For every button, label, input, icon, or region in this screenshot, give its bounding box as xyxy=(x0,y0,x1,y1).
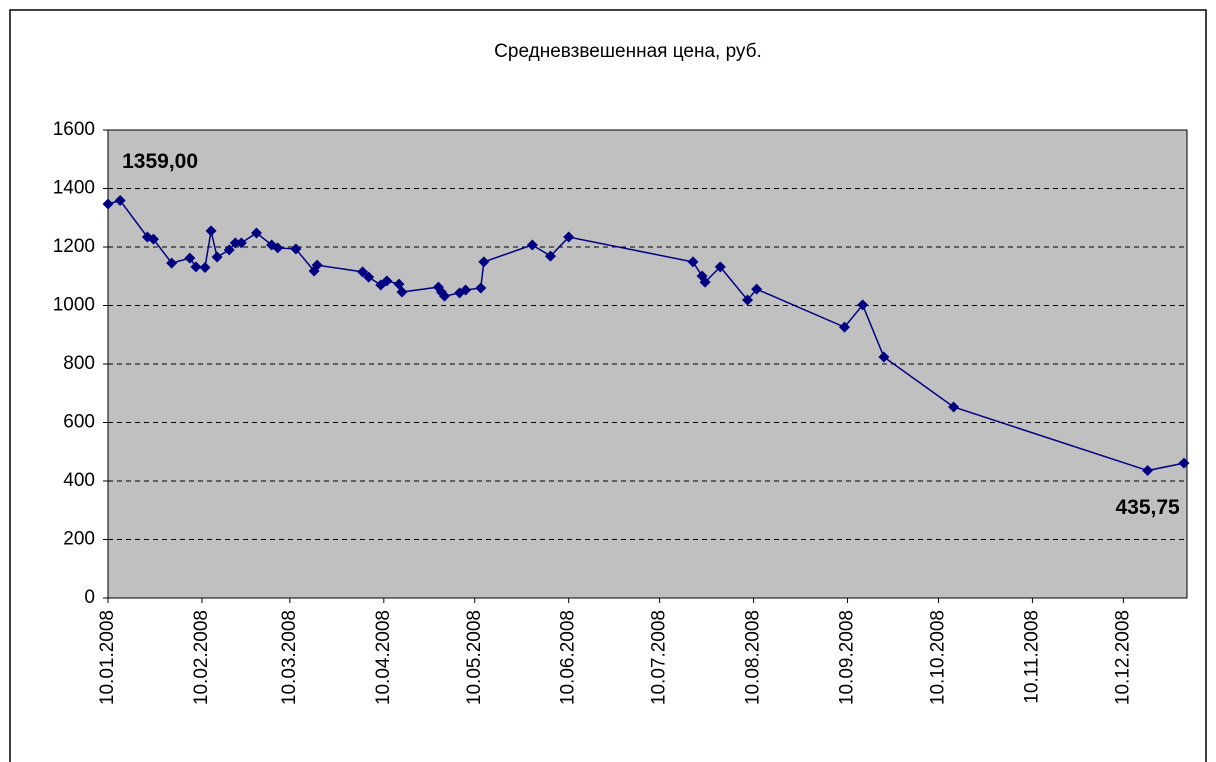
marker xyxy=(475,282,487,294)
y-tick-label: 1400 xyxy=(53,178,95,199)
marker xyxy=(1178,457,1190,469)
marker xyxy=(563,231,575,243)
marker xyxy=(687,256,699,268)
y-tick-label: 0 xyxy=(84,587,95,608)
marker xyxy=(751,283,763,295)
y-tick-label: 200 xyxy=(63,529,95,550)
marker xyxy=(839,321,851,333)
marker xyxy=(229,237,241,249)
marker xyxy=(699,276,711,288)
marker xyxy=(166,257,178,269)
marker xyxy=(1142,465,1154,477)
marker xyxy=(438,290,450,302)
x-tick-label: 10.05.2008 xyxy=(464,610,485,705)
data-label: 1359,00 xyxy=(122,150,198,173)
marker xyxy=(714,261,726,273)
marker xyxy=(114,194,126,206)
x-tick-label: 10.11.2008 xyxy=(1021,610,1042,704)
marker xyxy=(526,239,538,251)
marker xyxy=(948,401,960,413)
chart-title: Средневзвешенная цена, руб. xyxy=(494,41,762,62)
x-tick-label: 10.02.2008 xyxy=(191,610,212,705)
marker xyxy=(205,225,217,237)
y-tick-label: 1600 xyxy=(53,119,95,140)
marker xyxy=(184,252,196,264)
marker xyxy=(199,261,211,273)
marker xyxy=(363,271,375,283)
marker xyxy=(290,243,302,255)
x-tick-label: 10.10.2008 xyxy=(927,610,948,705)
marker xyxy=(396,286,408,298)
y-tick-label: 800 xyxy=(63,353,95,374)
marker xyxy=(102,198,114,210)
marker xyxy=(545,250,557,262)
x-tick-label: 10.09.2008 xyxy=(837,610,858,705)
x-tick-label: 10.12.2008 xyxy=(1112,610,1133,705)
y-tick-label: 1000 xyxy=(53,295,95,316)
x-tick-label: 10.01.2008 xyxy=(97,610,118,705)
marker xyxy=(251,227,263,239)
x-tick-label: 10.06.2008 xyxy=(558,610,579,705)
x-tick-label: 10.04.2008 xyxy=(373,610,394,705)
marker xyxy=(878,351,890,363)
marker xyxy=(147,233,159,245)
marker xyxy=(235,237,247,249)
marker xyxy=(478,256,490,268)
marker xyxy=(311,259,323,271)
marker xyxy=(381,275,393,287)
marker xyxy=(357,266,369,278)
marker xyxy=(211,251,223,263)
marker xyxy=(857,299,869,311)
marker xyxy=(460,284,472,296)
y-tick-label: 400 xyxy=(63,470,95,491)
x-tick-label: 10.08.2008 xyxy=(743,610,764,705)
y-tick-label: 600 xyxy=(63,412,95,433)
marker xyxy=(190,261,202,273)
plot-area xyxy=(107,129,1188,599)
x-tick-label: 10.07.2008 xyxy=(649,610,670,705)
marker xyxy=(742,294,754,306)
data-label: 435,75 xyxy=(1115,496,1180,519)
marker xyxy=(223,244,235,256)
x-tick-label: 10.03.2008 xyxy=(279,610,300,705)
y-tick-label: 1200 xyxy=(53,236,95,257)
marker xyxy=(272,242,284,254)
